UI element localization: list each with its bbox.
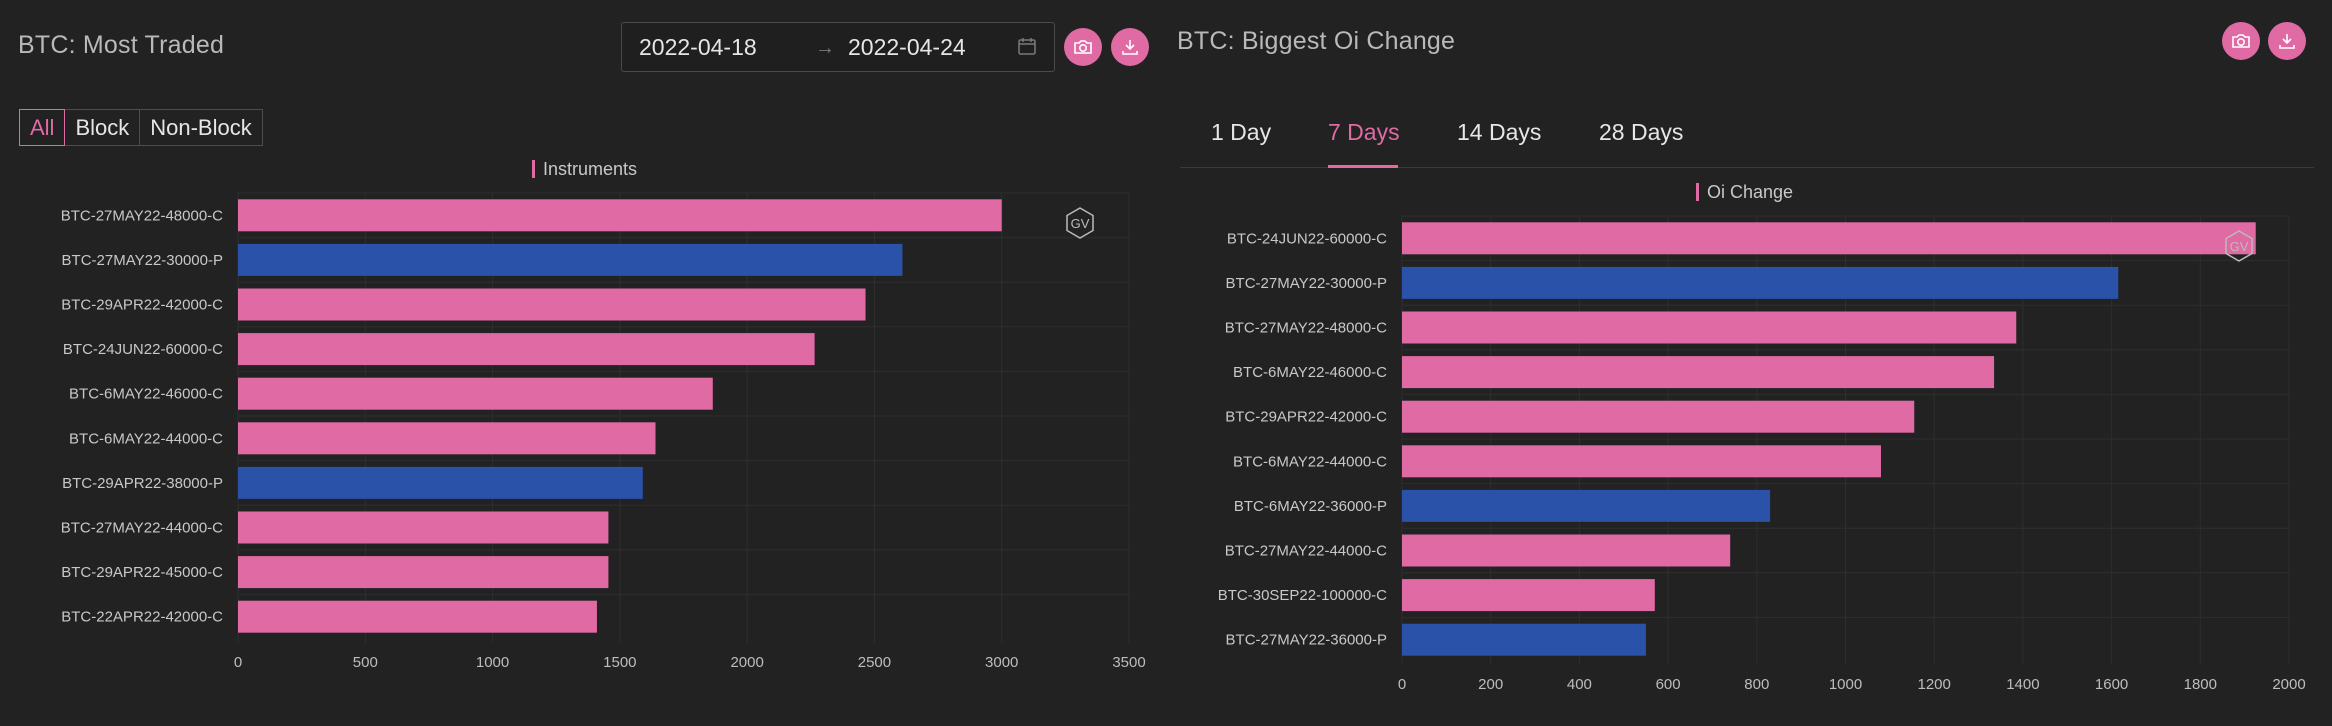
- bar: [1402, 266, 2119, 299]
- watermark-hexagon: [2225, 230, 2253, 262]
- filter-block-button[interactable]: Block: [64, 109, 141, 146]
- bar: [1402, 311, 2017, 344]
- download-button-left[interactable]: [1111, 28, 1149, 66]
- oi-change-title: BTC: Biggest Oi Change: [1177, 27, 1456, 55]
- tab-7-days[interactable]: 7 Days: [1328, 119, 1400, 145]
- watermark-logo: GV: [2225, 230, 2253, 262]
- bar: [1402, 623, 1646, 656]
- x-tick-label: 2000: [2272, 676, 2305, 693]
- date-end-input[interactable]: 2022-04-24: [848, 34, 966, 60]
- x-tick-label: 3500: [1112, 654, 1145, 671]
- x-tick-label: 2000: [730, 654, 763, 671]
- block-filter-group: All Block Non-Block: [19, 109, 263, 146]
- active-tab-indicator: [1328, 165, 1398, 168]
- category-label: BTC-24JUN22-60000-C: [1227, 230, 1387, 247]
- bar: [1402, 579, 1655, 612]
- category-label: BTC-30SEP22-100000-C: [1218, 587, 1387, 604]
- x-tick-label: 2500: [858, 654, 891, 671]
- x-tick-label: 0: [1398, 676, 1406, 693]
- category-label: BTC-6MAY22-46000-C: [69, 386, 223, 403]
- category-label: BTC-29APR22-45000-C: [61, 564, 223, 581]
- download-button-right[interactable]: [2268, 22, 2306, 60]
- download-icon: [1122, 40, 1138, 55]
- filter-all-button[interactable]: All: [19, 109, 66, 146]
- category-label: BTC-6MAY22-36000-P: [1234, 498, 1387, 515]
- filter-non-block-button[interactable]: Non-Block: [139, 109, 263, 146]
- category-label: BTC-22APR22-42000-C: [61, 609, 223, 626]
- category-label: BTC-29APR22-38000-P: [62, 475, 223, 492]
- bar: [238, 511, 609, 544]
- bar: [1402, 222, 2256, 255]
- bar: [1402, 356, 1995, 389]
- x-tick-label: 1800: [2184, 676, 2217, 693]
- legend-label: Oi Change: [1707, 182, 1793, 202]
- x-tick-label: 1600: [2095, 676, 2128, 693]
- download-icon: [2279, 34, 2295, 49]
- category-label: BTC-24JUN22-60000-C: [63, 341, 223, 358]
- bar: [238, 243, 903, 276]
- bar: [238, 600, 597, 633]
- x-tick-label: 1400: [2006, 676, 2039, 693]
- bar: [238, 333, 815, 366]
- watermark-text: GV: [2230, 239, 2249, 254]
- x-tick-label: 500: [353, 654, 378, 671]
- date-range-picker[interactable]: 2022-04-18 → 2022-04-24: [621, 22, 1055, 72]
- category-label: BTC-29APR22-42000-C: [1225, 409, 1387, 426]
- bar: [238, 288, 866, 321]
- date-start-input[interactable]: 2022-04-18: [639, 34, 757, 60]
- bar: [1402, 400, 1915, 433]
- bar: [238, 199, 1002, 232]
- bar: [238, 377, 713, 410]
- category-label: BTC-27MAY22-48000-C: [61, 207, 223, 224]
- x-tick-label: 400: [1567, 676, 1592, 693]
- watermark-logo: GV: [1066, 207, 1094, 239]
- legend-marker: [1696, 183, 1699, 201]
- x-tick-label: 3000: [985, 654, 1018, 671]
- screenshot-button-left[interactable]: [1064, 28, 1102, 66]
- screenshot-button-right[interactable]: [2222, 22, 2260, 60]
- x-tick-label: 800: [1744, 676, 1769, 693]
- category-label: BTC-6MAY22-46000-C: [1233, 364, 1387, 381]
- tab-1-day[interactable]: 1 Day: [1211, 119, 1272, 145]
- x-tick-label: 1500: [603, 654, 636, 671]
- bar: [238, 556, 609, 589]
- legend-marker: [532, 160, 535, 178]
- camera-icon: [1074, 40, 1092, 54]
- bar: [238, 422, 656, 455]
- bar: [1402, 489, 1771, 522]
- x-tick-label: 600: [1656, 676, 1681, 693]
- x-tick-label: 1000: [1829, 676, 1862, 693]
- watermark-hexagon: [1066, 207, 1094, 239]
- legend-label: Instruments: [543, 159, 637, 179]
- tab-28-days[interactable]: 28 Days: [1599, 119, 1684, 145]
- x-tick-label: 0: [234, 654, 242, 671]
- oi-change-chart: Oi Change BTC-24JUN22-60000-C BTC-27MAY22-…: [1218, 182, 2306, 693]
- bar: [238, 466, 643, 499]
- x-tick-label: 1200: [1918, 676, 1951, 693]
- most-traded-chart: Instruments BTC-27MAY22-48000-C BTC-27MAY2…: [61, 159, 1146, 671]
- category-label: BTC-27MAY22-44000-C: [1225, 543, 1387, 560]
- calendar-icon[interactable]: [1017, 36, 1037, 56]
- category-label: BTC-6MAY22-44000-C: [1233, 453, 1387, 470]
- watermark-text: GV: [1071, 216, 1090, 231]
- camera-icon: [2232, 34, 2250, 48]
- period-tabs: 1 Day 7 Days 14 Days 28 Days: [1180, 112, 2314, 168]
- category-label: BTC-27MAY22-44000-C: [61, 520, 223, 537]
- category-label: BTC-27MAY22-36000-P: [1226, 632, 1387, 649]
- category-label: BTC-27MAY22-48000-C: [1225, 320, 1387, 337]
- x-tick-label: 1000: [476, 654, 509, 671]
- most-traded-title: BTC: Most Traded: [18, 31, 225, 59]
- category-label: BTC-6MAY22-44000-C: [69, 430, 223, 447]
- category-label: BTC-27MAY22-30000-P: [62, 252, 223, 269]
- category-label: BTC-29APR22-42000-C: [61, 297, 223, 314]
- category-label: BTC-27MAY22-30000-P: [1226, 275, 1387, 292]
- date-range-arrow: →: [815, 37, 835, 59]
- tab-14-days[interactable]: 14 Days: [1457, 119, 1542, 145]
- x-tick-label: 200: [1478, 676, 1503, 693]
- bar: [1402, 534, 1731, 567]
- bar: [1402, 445, 1881, 478]
